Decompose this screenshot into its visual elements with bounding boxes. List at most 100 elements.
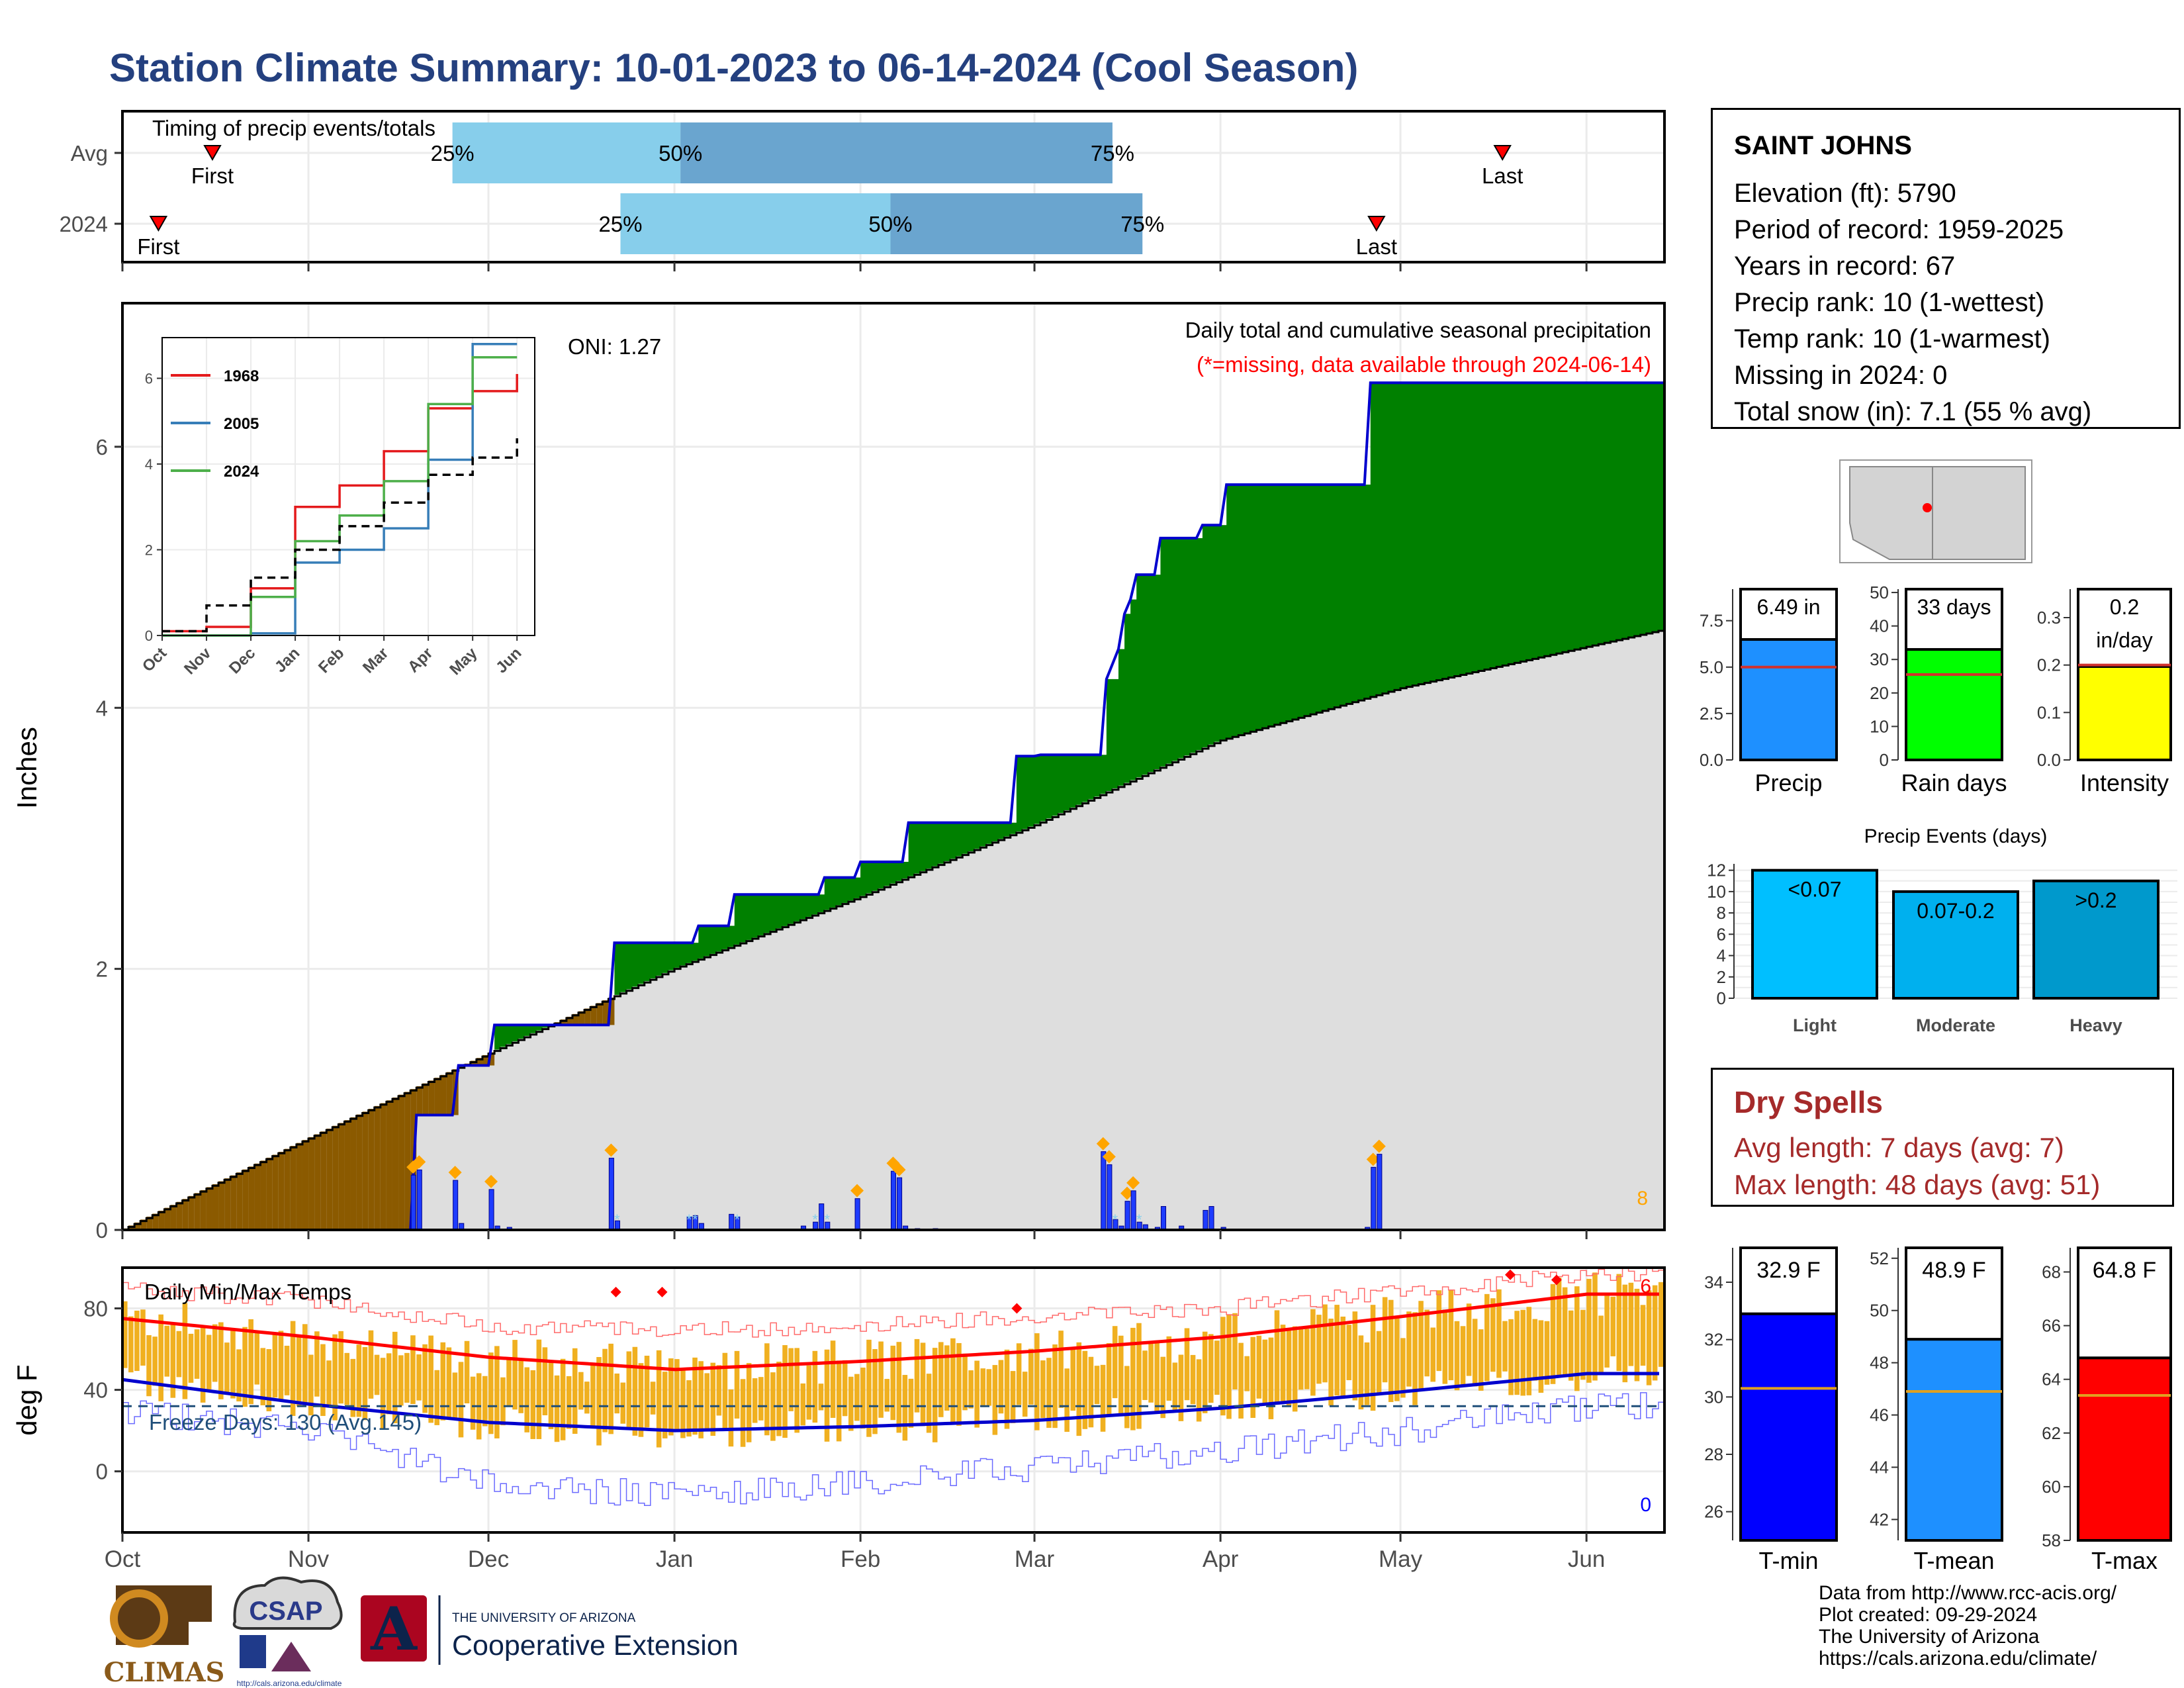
above-average-area xyxy=(938,822,945,864)
above-average-area xyxy=(692,943,699,961)
below-average-area xyxy=(386,1100,393,1230)
avg-cumulative-area xyxy=(428,1080,435,1230)
daily-temp-range-bar xyxy=(1250,1336,1256,1418)
daily-temp-range-bar xyxy=(1118,1335,1124,1416)
timing-bar-q2 xyxy=(680,122,1113,183)
avg-cumulative-area xyxy=(1112,788,1119,1230)
daily-temp-range-bar xyxy=(1538,1320,1544,1393)
temp-title: Daily Min/Max Temps xyxy=(144,1280,351,1304)
above-average-area xyxy=(1016,756,1023,832)
avg-cumulative-area xyxy=(968,851,975,1230)
daily-temp-range-bar xyxy=(704,1373,709,1430)
daily-temp-range-bar xyxy=(626,1351,632,1430)
heavy-event-marker xyxy=(1372,1139,1386,1153)
daily-temp-range-bar xyxy=(494,1346,500,1438)
daily-temp-range-bar xyxy=(764,1343,770,1436)
avg-cumulative-area xyxy=(1502,665,1509,1230)
above-average-area xyxy=(908,822,915,876)
daily-temp-range-bar xyxy=(998,1360,1004,1414)
daily-temp-range-bar xyxy=(566,1376,572,1429)
daily-temp-range-bar xyxy=(1190,1354,1196,1405)
avg-cumulative-area xyxy=(656,975,663,1230)
daily-temp-range-bar xyxy=(398,1355,404,1406)
above-average-area xyxy=(1154,575,1161,769)
above-average-area xyxy=(860,861,867,896)
heavy-event-marker xyxy=(1366,1152,1380,1166)
daily-temp-range-bar xyxy=(968,1370,974,1409)
avg-cumulative-area xyxy=(830,907,837,1230)
above-average-area xyxy=(1388,383,1395,691)
daily-temp-range-bar xyxy=(308,1354,314,1416)
record-high-marker xyxy=(1505,1269,1516,1280)
daily-temp-range-bar xyxy=(902,1375,908,1441)
inset-y-tick-label: 0 xyxy=(145,628,153,644)
avg-cumulative-area xyxy=(548,1025,555,1230)
daily-temp-range-bar xyxy=(1598,1315,1604,1375)
daily-temp-range-bar xyxy=(554,1375,560,1442)
daily-temp-range-bar xyxy=(1622,1284,1628,1383)
daily-temp-range-bar xyxy=(728,1389,734,1447)
timing-title: Timing of precip events/totals xyxy=(152,116,435,140)
daily-temp-range-bar xyxy=(1046,1358,1052,1428)
below-average-area xyxy=(338,1123,345,1230)
daily-temp-range-bar xyxy=(1640,1305,1646,1366)
summary-tick-label: 0.3 xyxy=(2037,608,2061,628)
above-average-area xyxy=(1196,538,1203,751)
summary-label-box xyxy=(1905,588,2003,651)
daily-temp-range-bar xyxy=(518,1360,523,1413)
daily-temp-range-bar xyxy=(872,1349,878,1434)
summary-tick-label: 10 xyxy=(1870,716,1889,736)
x-tick-label: Mar xyxy=(1015,1546,1055,1572)
daily-temp-range-bar xyxy=(1388,1299,1394,1403)
avg-cumulative-area xyxy=(1436,679,1443,1230)
daily-temp-range-bar xyxy=(1310,1309,1316,1396)
below-average-area xyxy=(350,1117,357,1230)
avg-cumulative-area xyxy=(1298,717,1305,1230)
above-average-area xyxy=(1076,755,1083,805)
avg-cumulative-area xyxy=(794,921,801,1230)
avg-cumulative-area xyxy=(518,1039,525,1230)
timing-bar-q1 xyxy=(620,193,891,254)
above-average-area xyxy=(1256,485,1263,729)
x-tick-label: Jan xyxy=(656,1546,693,1572)
daily-temp-range-bar xyxy=(686,1380,692,1437)
avg-cumulative-area xyxy=(434,1078,441,1230)
avg-cumulative-area xyxy=(692,961,699,1230)
above-average-area xyxy=(722,925,729,949)
daily-precip-bar xyxy=(608,1158,614,1231)
above-average-area xyxy=(1322,485,1329,710)
credit-line: https://cals.arizona.edu/climate/ xyxy=(1819,1648,2097,1669)
above-average-area xyxy=(824,877,831,910)
avg-cumulative-area xyxy=(896,880,903,1230)
below-average-area xyxy=(278,1152,285,1230)
daily-temp-range-bar xyxy=(1646,1290,1652,1385)
precip-event-bar-text: 0.07-0.2 xyxy=(1917,899,1994,923)
timing-percent-label: 75% xyxy=(1091,141,1134,165)
daily-temp-range-bar xyxy=(1586,1278,1592,1383)
avg-cumulative-area xyxy=(1328,708,1335,1230)
above-average-area xyxy=(986,822,993,844)
above-average-area xyxy=(1454,383,1461,676)
daily-temp-range-bar xyxy=(608,1343,614,1434)
summary-bar-label: Intensity xyxy=(2080,769,2169,796)
daily-temp-range-bar xyxy=(1058,1331,1064,1408)
above-average-area xyxy=(1448,383,1455,677)
avg-cumulative-area xyxy=(1010,833,1017,1230)
avg-cumulative-area xyxy=(1316,712,1323,1230)
x-tick-label: Feb xyxy=(841,1546,880,1572)
avg-cumulative-area xyxy=(668,970,675,1230)
x-tick-label: May xyxy=(1379,1546,1423,1572)
y-tick-label: 0 xyxy=(96,1460,108,1484)
avg-cumulative-area xyxy=(1160,766,1167,1230)
daily-precip-bar xyxy=(1371,1166,1377,1231)
above-average-area xyxy=(1208,525,1215,745)
above-average-area xyxy=(962,822,969,854)
inset-border xyxy=(161,337,535,636)
daily-temp-range-bar xyxy=(1274,1310,1280,1405)
daily-temp-range-bar xyxy=(236,1349,242,1402)
avg-cumulative-area xyxy=(818,912,825,1230)
summary-label-box xyxy=(1739,588,1838,641)
daily-temp-range-bar xyxy=(302,1324,308,1405)
csap-url: http://cals.arizona.edu/climate xyxy=(237,1679,342,1688)
avg-cumulative-area xyxy=(1640,634,1647,1230)
